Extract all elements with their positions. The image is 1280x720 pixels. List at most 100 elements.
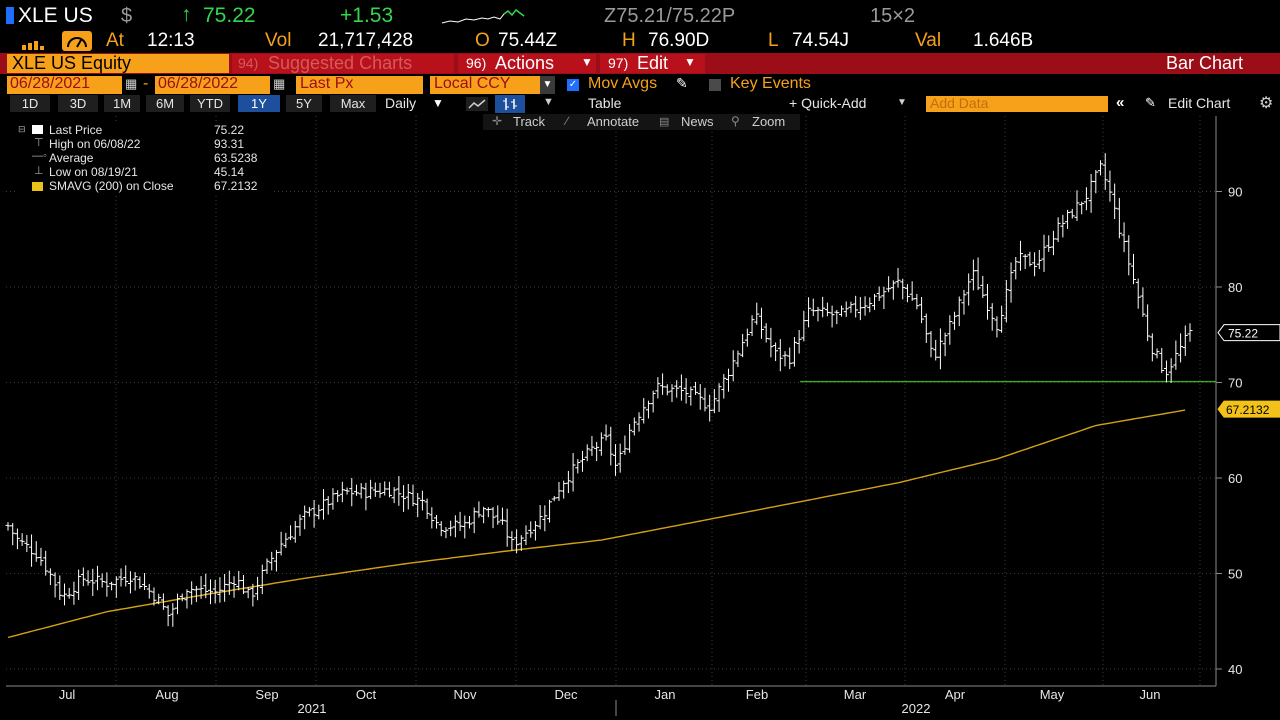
- x-tick-label: Mar: [844, 687, 867, 702]
- mov-avgs-label[interactable]: Mov Avgs: [588, 75, 658, 92]
- price-chart[interactable]: 40 50 60 70 80 90 Jul Aug Sep Oct Nov Dec Jan Feb Mar A…: [0, 113, 1280, 720]
- range-button-max[interactable]: Max: [330, 95, 376, 112]
- high-price: 76.90D: [648, 30, 710, 51]
- range-button-6m[interactable]: 6M: [146, 95, 184, 112]
- end-date: 06/28/2022: [158, 75, 239, 92]
- key-events-checkbox[interactable]: [709, 79, 721, 91]
- sma-swatch: [32, 182, 43, 191]
- last-price-swatch: [32, 125, 43, 134]
- table-button[interactable]: Table: [588, 95, 622, 111]
- volume-bars-icon: [22, 41, 44, 50]
- legend-collapse-icon[interactable]: ⊟: [18, 124, 26, 134]
- zoom-tool[interactable]: Zoom: [752, 114, 786, 129]
- currency-symbol: $: [121, 5, 133, 27]
- end-date-field[interactable]: [155, 76, 270, 94]
- security-field[interactable]: [7, 54, 229, 73]
- suggested-charts-label: Suggested Charts: [268, 53, 413, 73]
- actions-caret-icon: ▼: [581, 55, 593, 69]
- date-separator: -: [143, 75, 149, 92]
- chart-tools: [483, 114, 800, 130]
- frequency-select[interactable]: Daily: [385, 95, 417, 111]
- average-marker-icon: —◦: [32, 150, 47, 162]
- price-field: Last Px: [300, 75, 354, 92]
- zoom-icon: ⚲: [731, 114, 740, 128]
- currency-select[interactable]: [430, 76, 555, 94]
- ticker-marker: [6, 7, 14, 24]
- pencil-icon[interactable]: ✎: [676, 75, 688, 91]
- low-label: L: [768, 30, 779, 51]
- y-tick-label: 90: [1228, 185, 1242, 200]
- x-tick-label: Aug: [155, 687, 178, 702]
- range-button-1d[interactable]: 1D: [10, 95, 50, 112]
- low-marker-icon: ⊥: [34, 165, 44, 177]
- legend-high-label: High on 06/08/22: [49, 137, 141, 151]
- y-tick-label: 70: [1228, 376, 1242, 391]
- suggested-charts-menu[interactable]: [232, 54, 454, 73]
- price-field-select[interactable]: [296, 76, 423, 94]
- x-tick-label: Jul: [59, 687, 76, 702]
- edit-label: Edit: [637, 53, 669, 73]
- quick-add-button[interactable]: + Quick-Add: [789, 95, 867, 111]
- track-tool[interactable]: Track: [513, 114, 546, 129]
- range-button-3d[interactable]: 3D: [58, 95, 98, 112]
- actions-menu[interactable]: [458, 54, 596, 73]
- edit-chart-button[interactable]: Edit Chart: [1168, 95, 1231, 111]
- legend-high: 93.31: [214, 137, 245, 151]
- range-button-1y[interactable]: 1Y: [238, 95, 280, 112]
- edit-menu[interactable]: [600, 54, 705, 73]
- x-tick-label: Dec: [554, 687, 578, 702]
- add-data-field[interactable]: [926, 96, 1108, 112]
- security-name: XLE US Equity: [12, 53, 132, 73]
- legend-sma-label: SMAVG (200) on Close: [49, 179, 174, 193]
- value-label: Val: [915, 30, 942, 51]
- range-button-ytd[interactable]: YTD: [190, 95, 230, 112]
- at-label: At: [106, 30, 124, 51]
- start-date-field[interactable]: [7, 76, 122, 94]
- traded-value: 1.646B: [973, 30, 1034, 51]
- key-events-label[interactable]: Key Events: [730, 75, 811, 92]
- x-tick-label: Apr: [945, 687, 966, 702]
- legend: ⊟ Last Price 75.22 ⊤ High on 06/08/22 93…: [16, 122, 272, 194]
- x-tick-label: Nov: [453, 687, 477, 702]
- sma-price-tag: [1217, 400, 1280, 418]
- news-icon: ▤: [659, 116, 670, 128]
- mov-avgs-checkbox[interactable]: ✓: [567, 79, 579, 91]
- open-label: O: [475, 30, 490, 51]
- year-label: 2022: [902, 701, 931, 716]
- collapse-icon[interactable]: «: [1116, 94, 1125, 111]
- y-tick-label: 50: [1228, 567, 1242, 582]
- annotate-icon: ∕: [566, 114, 569, 128]
- legend-last-price: 75.22: [214, 123, 245, 137]
- ticker[interactable]: XLE US: [18, 4, 93, 27]
- line-chart-icon[interactable]: [466, 97, 488, 111]
- range-button-1m[interactable]: 1M: [104, 95, 140, 112]
- start-calendar-icon[interactable]: ▦: [125, 76, 138, 91]
- quick-add-caret-icon: ▼: [897, 97, 907, 108]
- actions-label: Actions: [495, 53, 555, 73]
- chart-style-caret-icon[interactable]: ▼: [543, 96, 554, 108]
- range-button-5y[interactable]: 5Y: [286, 95, 322, 112]
- bar-chart-icon[interactable]: [495, 95, 525, 113]
- legend-average-label: Average: [49, 151, 94, 165]
- x-tick-label: Oct: [356, 687, 377, 702]
- currency-dropdown-icon[interactable]: ▼: [540, 76, 555, 94]
- net-change: +1.53: [340, 4, 394, 27]
- currency: Local CCY: [434, 75, 511, 92]
- legend-low-label: Low on 08/19/21: [49, 165, 138, 179]
- annotate-tool[interactable]: Annotate: [587, 114, 640, 129]
- x-tick-label: Feb: [746, 687, 768, 702]
- settings-gear-icon[interactable]: ⚙: [1259, 95, 1274, 112]
- high-marker-icon: ⊤: [34, 137, 44, 149]
- range-row: 1D 3D 1M 6M YTD 1Y 5Y Max Daily ▼ ▼ Table + Qui…: [0, 94, 1280, 113]
- sma-price-tag-label: 67.2132: [1226, 403, 1270, 417]
- settings-row: 06/28/2021 ▦ - 06/28/2022 ▦ Last Px Loca…: [0, 75, 1280, 94]
- gauge-icon[interactable]: [62, 31, 92, 51]
- last-price-tag: [1217, 324, 1280, 342]
- chart-type-title: Bar Chart: [1166, 53, 1244, 73]
- end-calendar-icon[interactable]: ▦: [273, 76, 286, 91]
- y-tick-label: 80: [1228, 280, 1242, 295]
- sma-line: [7, 409, 1186, 639]
- news-tool[interactable]: News: [681, 114, 714, 129]
- volume-label: Vol: [265, 30, 292, 51]
- frequency-caret-icon: ▼: [432, 96, 444, 110]
